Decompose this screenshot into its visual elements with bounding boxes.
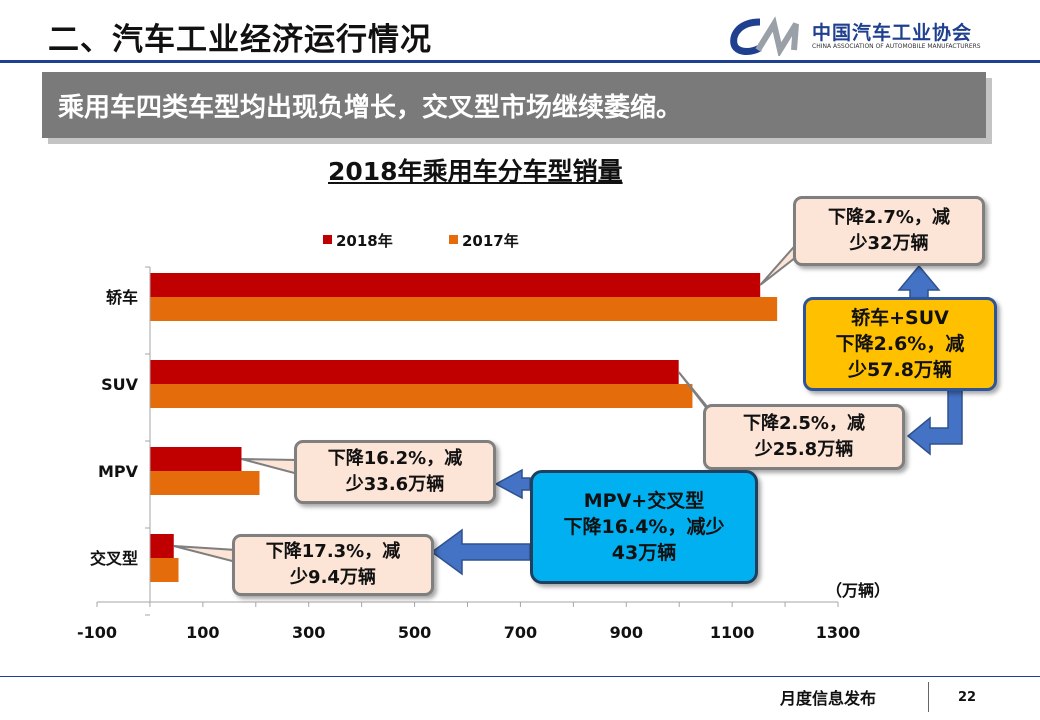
callout-sedan-line1: 下降2.7%，减 bbox=[828, 207, 950, 228]
bar-4-series-1 bbox=[149, 534, 174, 558]
footer-divider bbox=[0, 676, 1040, 677]
callout-sedan-line2: 少32万辆 bbox=[849, 233, 929, 254]
x-tick-label-6: 900 bbox=[610, 623, 643, 642]
banner-text: 乘用车四类车型均出现负增长，交叉型市场继续萎缩。 bbox=[58, 93, 683, 123]
legend-label-2: 2017年 bbox=[462, 232, 519, 250]
callout-suv-line1: 下降2.5%，减 bbox=[743, 413, 865, 434]
callout-sedan: 下降2.7%，减 少32万辆 bbox=[793, 196, 985, 266]
callout-suv-line2: 少25.8万辆 bbox=[754, 439, 854, 460]
callout-mpv-cross-line1: MPV+交叉型 bbox=[583, 490, 705, 512]
callout-mpv-cross-line2: 下降16.4%，减少 bbox=[563, 516, 725, 538]
logo-en-text: CHINA ASSOCIATION OF AUTOMOBILE MANUFACT… bbox=[812, 43, 981, 50]
x-tick-label-3: 300 bbox=[292, 623, 325, 642]
callout-sedan-suv: 轿车+SUV 下降2.6%，减 少57.8万辆 bbox=[803, 297, 997, 391]
callout-mpv: 下降16.2%，减 少33.6万辆 bbox=[294, 440, 496, 504]
arrow-down-to-suv-callout bbox=[906, 385, 963, 456]
bar-3-series-2 bbox=[149, 471, 260, 495]
category-label-1: 轿车 bbox=[106, 288, 138, 307]
bar-2-series-2 bbox=[149, 384, 693, 408]
header-divider bbox=[0, 60, 1040, 63]
category-label-2: SUV bbox=[101, 375, 139, 394]
callout-mpv-line1: 下降16.2%，减 bbox=[327, 448, 463, 469]
page-number: 22 bbox=[958, 690, 977, 705]
bar-2-series-1 bbox=[149, 360, 679, 384]
bar-4-series-2 bbox=[149, 558, 179, 582]
callout-mpv-cross-line3: 43万辆 bbox=[611, 542, 677, 564]
logo-cn-text: 中国汽车工业协会 bbox=[812, 22, 973, 44]
legend-swatch-2 bbox=[449, 235, 458, 244]
caam-logo: 中国汽车工业协会 CHINA ASSOCIATION OF AUTOMOBILE… bbox=[730, 16, 1020, 58]
category-label-4: 交叉型 bbox=[90, 549, 138, 568]
x-tick-label-2: 100 bbox=[186, 623, 219, 642]
x-tick-label-5: 700 bbox=[504, 623, 537, 642]
bar-3-series-1 bbox=[149, 447, 242, 471]
category-label-3: MPV bbox=[98, 462, 139, 481]
footer-separator bbox=[928, 682, 929, 712]
arrow-up-to-sedan-callout bbox=[897, 264, 941, 301]
legend-swatch-1 bbox=[323, 235, 332, 244]
subtitle-banner: 乘用车四类车型均出现负增长，交叉型市场继续萎缩。 bbox=[42, 72, 986, 138]
legend-label-1: 2018年 bbox=[336, 232, 393, 250]
callout-mpv-cross: MPV+交叉型 下降16.4%，减少 43万辆 bbox=[530, 470, 758, 584]
bar-1-series-1 bbox=[149, 273, 761, 297]
slide-title: 二、汽车工业经济运行情况 bbox=[48, 22, 432, 58]
callout-cross-line2: 少9.4万辆 bbox=[290, 567, 376, 588]
x-tick-label-1: -100 bbox=[77, 623, 117, 642]
x-tick-label-4: 500 bbox=[398, 623, 431, 642]
arrow-left-to-mpv-callout bbox=[494, 468, 531, 500]
callout-cross-line1: 下降17.3%，减 bbox=[265, 541, 401, 562]
arrow-left-to-cross-callout bbox=[430, 528, 531, 576]
callout-suv: 下降2.5%，减 少25.8万辆 bbox=[703, 404, 905, 470]
x-tick-label-7: 1100 bbox=[710, 623, 755, 642]
pointer-cross bbox=[173, 545, 237, 564]
unit-label: （万辆） bbox=[826, 581, 891, 600]
chart-title: 2018年乘用车分车型销量 bbox=[328, 157, 623, 186]
x-tick-label-8: 1300 bbox=[816, 623, 861, 642]
bar-1-series-2 bbox=[149, 297, 778, 321]
callout-mpv-line2: 少33.6万辆 bbox=[345, 474, 445, 495]
callout-cross: 下降17.3%，减 少9.4万辆 bbox=[232, 534, 434, 596]
callout-sedan-suv-line3: 少57.8万辆 bbox=[848, 359, 952, 381]
callout-sedan-suv-line1: 轿车+SUV bbox=[851, 307, 949, 329]
callout-sedan-suv-line2: 下降2.6%，减 bbox=[835, 333, 965, 355]
footer-label: 月度信息发布 bbox=[780, 689, 877, 708]
caam-logo-mark bbox=[730, 16, 799, 58]
